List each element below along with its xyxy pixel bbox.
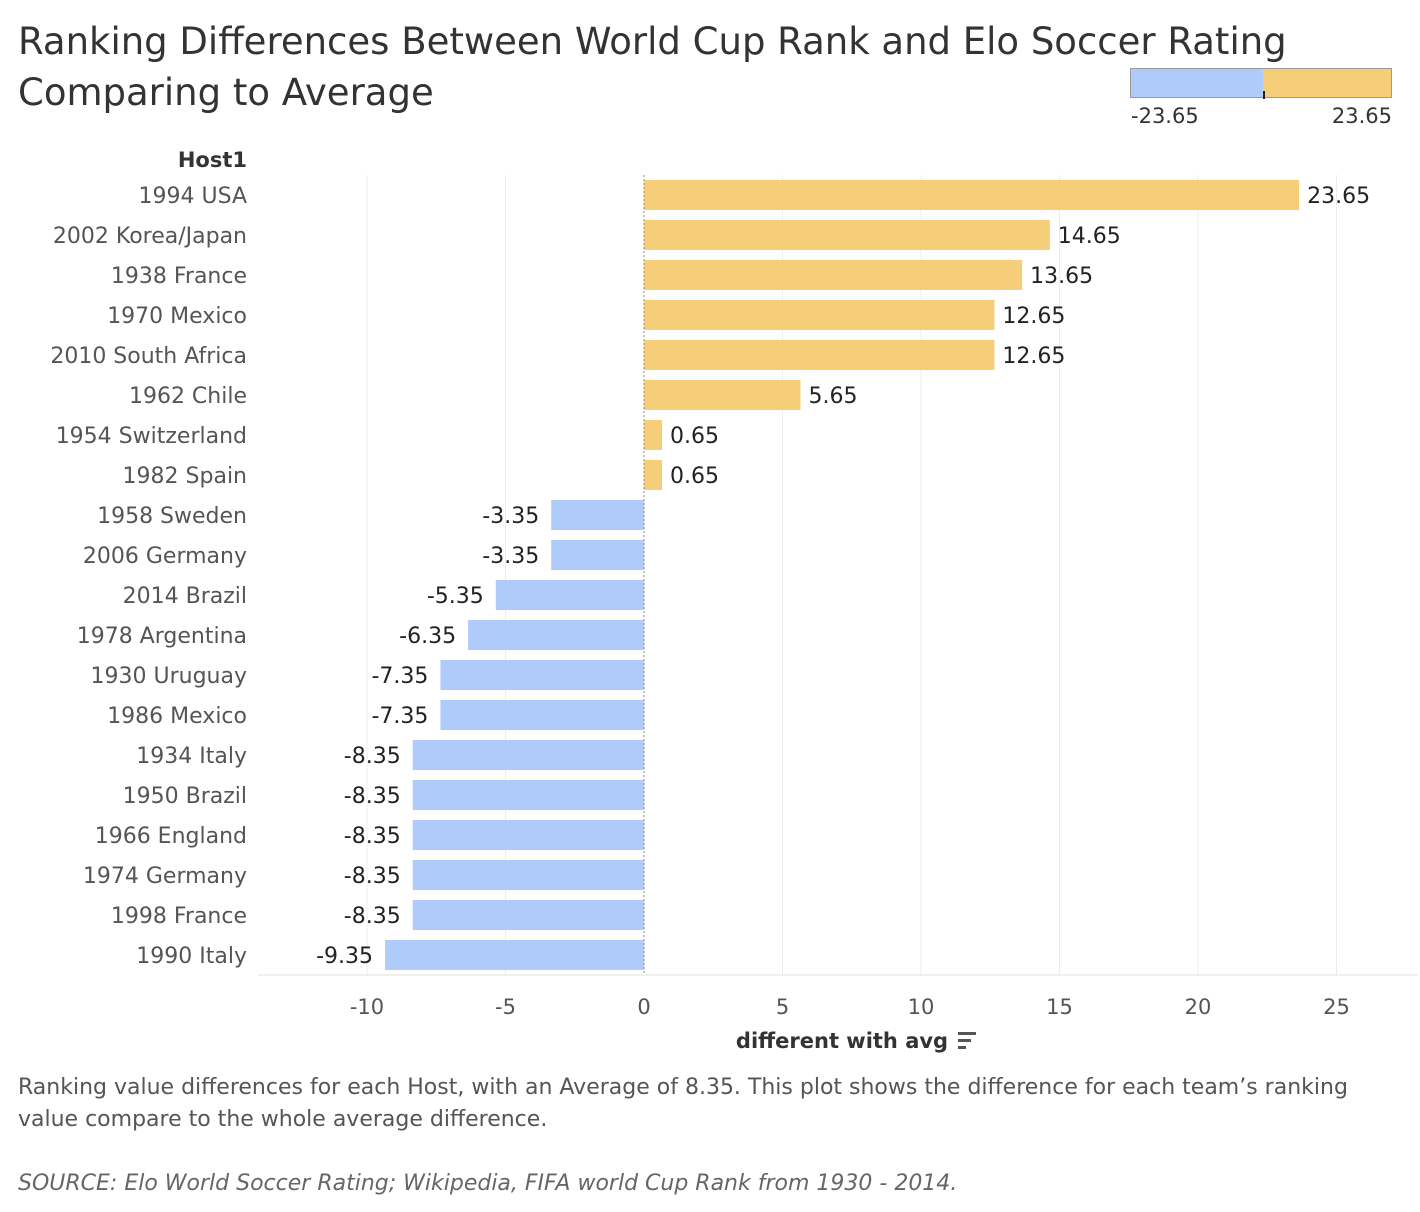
category-label: 1954 Switzerland — [56, 424, 247, 449]
data-label: -7.35 — [371, 704, 428, 729]
chart-source: SOURCE: Elo World Soccer Rating; Wikiped… — [18, 1171, 958, 1196]
chart-caption: Ranking value differences for each Host,… — [18, 1075, 1348, 1132]
category-label: 1974 Germany — [83, 864, 247, 889]
category-label: 1966 England — [95, 824, 247, 849]
bar[interactable] — [412, 820, 644, 850]
legend-center-tick — [1263, 91, 1265, 99]
bar[interactable] — [440, 660, 644, 690]
data-label: 23.65 — [1307, 184, 1370, 209]
y-axis-title: Host1 — [178, 148, 247, 172]
x-tick-label: 5 — [776, 995, 789, 1019]
category-label: 1982 Spain — [123, 464, 247, 489]
data-label: -8.35 — [344, 904, 401, 929]
category-label: 2014 Brazil — [123, 584, 247, 609]
category-label: 1990 Italy — [136, 944, 247, 969]
category-label: 1962 Chile — [129, 384, 247, 409]
category-label: 1958 Sweden — [97, 504, 247, 529]
x-tick-label: 20 — [1185, 995, 1212, 1019]
bar[interactable] — [412, 900, 644, 930]
data-label: 13.65 — [1030, 264, 1093, 289]
bar[interactable] — [644, 460, 663, 490]
bar[interactable] — [644, 420, 663, 450]
data-label: -3.35 — [482, 504, 539, 529]
bar[interactable] — [644, 220, 1050, 250]
x-tick-label: 0 — [637, 995, 650, 1019]
x-tick-label: 10 — [908, 995, 935, 1019]
bar[interactable] — [412, 780, 644, 810]
bar[interactable] — [551, 540, 644, 570]
category-label: 1998 France — [111, 904, 247, 929]
data-label: 0.65 — [670, 424, 719, 449]
bar[interactable] — [551, 500, 644, 530]
category-label: 1970 Mexico — [107, 304, 247, 329]
bar[interactable] — [495, 580, 644, 610]
category-label: 2006 Germany — [83, 544, 247, 569]
chart-title-line-2: Comparing to Average — [18, 71, 434, 114]
chart-title-line-1: Ranking Differences Between World Cup Ra… — [18, 20, 1287, 63]
x-tick-label: 15 — [1046, 995, 1073, 1019]
x-axis-title: different with avg — [736, 1029, 948, 1053]
bar[interactable] — [644, 180, 1300, 210]
legend-positive-swatch — [1263, 69, 1391, 97]
bar[interactable] — [440, 700, 644, 730]
category-label: 1986 Mexico — [107, 704, 247, 729]
bar[interactable] — [468, 620, 644, 650]
data-label: -9.35 — [316, 944, 373, 969]
x-tick-label: -5 — [495, 995, 516, 1019]
x-tick-label: 25 — [1323, 995, 1350, 1019]
legend-max-label: 23.65 — [1331, 104, 1392, 128]
bar[interactable] — [644, 260, 1023, 290]
data-label: -8.35 — [344, 864, 401, 889]
data-label: 12.65 — [1002, 304, 1065, 329]
data-label: -8.35 — [344, 784, 401, 809]
category-label: 1938 France — [111, 264, 247, 289]
data-label: -8.35 — [344, 744, 401, 769]
x-tick-label: -10 — [350, 995, 384, 1019]
data-label: -5.35 — [427, 584, 484, 609]
data-label: 14.65 — [1058, 224, 1121, 249]
data-label: -3.35 — [482, 544, 539, 569]
bar[interactable] — [385, 940, 644, 970]
sort-icon[interactable] — [958, 1032, 976, 1049]
bar[interactable] — [644, 380, 801, 410]
bar[interactable] — [644, 340, 995, 370]
category-label: 1994 USA — [138, 184, 247, 209]
category-label: 1930 Uruguay — [91, 664, 247, 689]
legend-min-label: -23.65 — [1131, 104, 1199, 128]
category-label: 2002 Korea/Japan — [53, 224, 247, 249]
color-legend[interactable] — [1130, 68, 1392, 99]
data-label: -6.35 — [399, 624, 456, 649]
bar[interactable] — [644, 300, 995, 330]
legend-negative-swatch — [1131, 69, 1263, 97]
data-label: -8.35 — [344, 824, 401, 849]
bar[interactable] — [412, 860, 644, 890]
data-label: 0.65 — [670, 464, 719, 489]
category-label: 1950 Brazil — [123, 784, 247, 809]
bar[interactable] — [412, 740, 644, 770]
bar-chart: Host1 1994 USA 23.65 2002 Korea/Japan 14.65 1… — [50, 148, 1418, 1053]
data-label: 5.65 — [809, 384, 858, 409]
data-label: 12.65 — [1002, 344, 1065, 369]
category-label: 1978 Argentina — [77, 624, 247, 649]
data-label: -7.35 — [371, 664, 428, 689]
category-label: 2010 South Africa — [50, 344, 247, 369]
category-label: 1934 Italy — [136, 744, 247, 769]
